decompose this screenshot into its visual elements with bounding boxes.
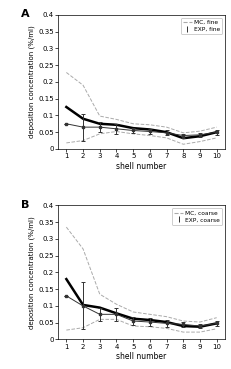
Text: B: B xyxy=(21,200,30,210)
X-axis label: shell number: shell number xyxy=(116,162,166,171)
Legend: MC, coarse, EXP, coarse: MC, coarse, EXP, coarse xyxy=(171,208,221,225)
Y-axis label: deposition concentration (%/ml): deposition concentration (%/ml) xyxy=(29,216,35,329)
Y-axis label: deposition concentration (%/ml): deposition concentration (%/ml) xyxy=(29,25,35,138)
Legend: MC, fine, EXP, fine: MC, fine, EXP, fine xyxy=(180,18,221,34)
Text: A: A xyxy=(21,9,30,20)
X-axis label: shell number: shell number xyxy=(116,352,166,361)
